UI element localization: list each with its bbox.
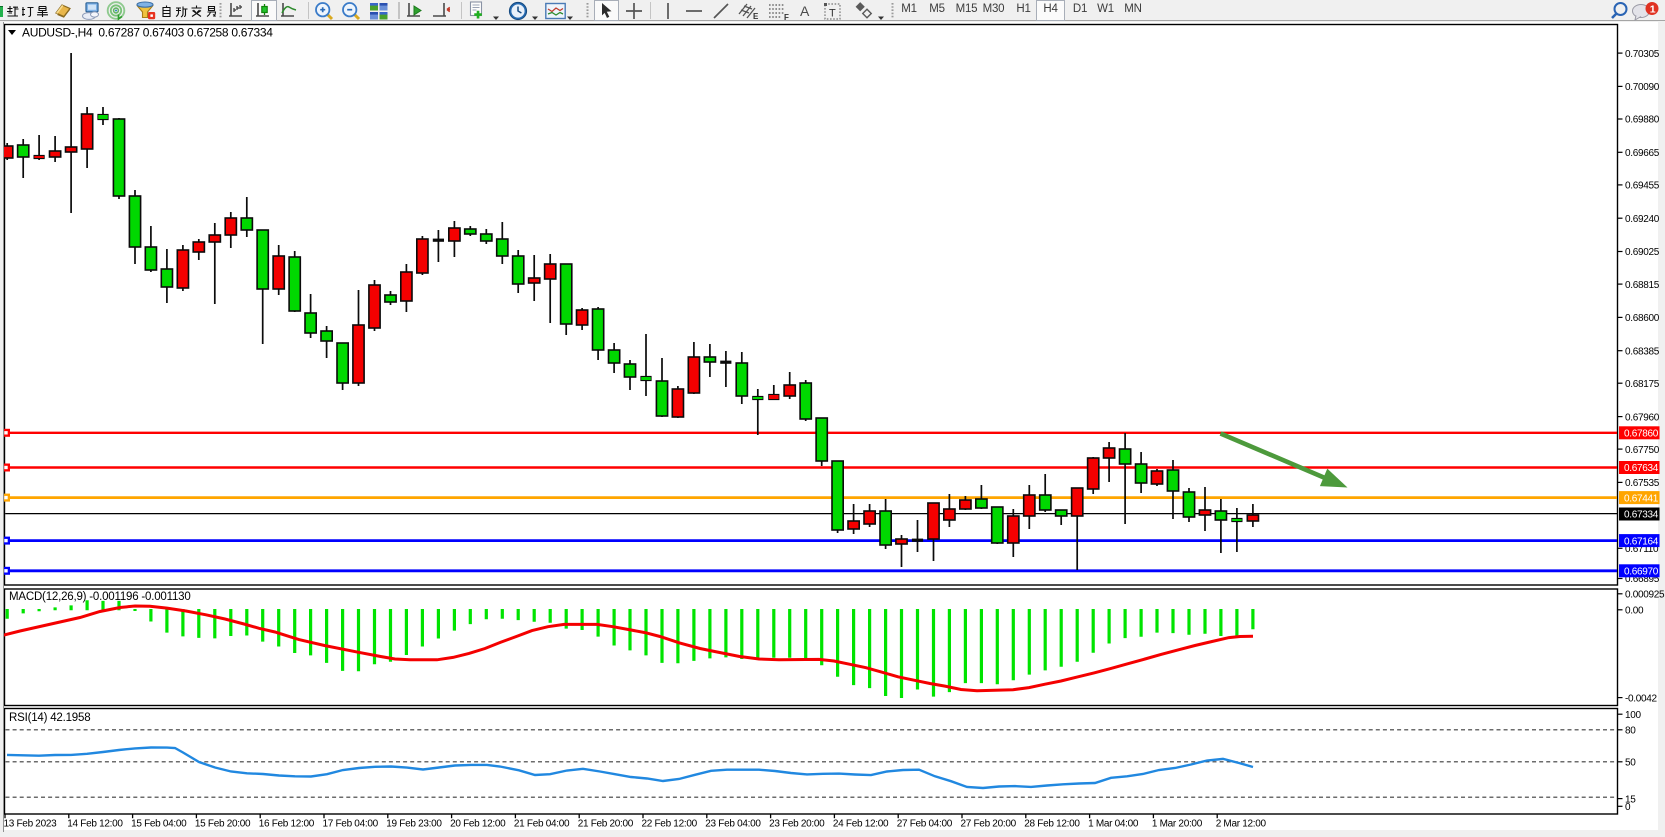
svg-text:15 Feb 20:00: 15 Feb 20:00 xyxy=(195,819,251,830)
svg-text:15 Feb 04:00: 15 Feb 04:00 xyxy=(131,819,187,830)
svg-text:0.67535: 0.67535 xyxy=(1625,478,1660,489)
svg-text:0.70090: 0.70090 xyxy=(1625,82,1660,93)
svg-text:F: F xyxy=(784,13,789,21)
svg-text:21 Feb 04:00: 21 Feb 04:00 xyxy=(514,819,570,830)
svg-text:0.69455: 0.69455 xyxy=(1625,181,1660,192)
svg-text:MACD(12,26,9) -0.001196 -0.001: MACD(12,26,9) -0.001196 -0.001130 xyxy=(9,591,191,603)
svg-text:0.68600: 0.68600 xyxy=(1625,313,1660,324)
svg-text:1 Mar 04:00: 1 Mar 04:00 xyxy=(1088,819,1139,830)
svg-text:13 Feb 2023: 13 Feb 2023 xyxy=(4,819,58,830)
svg-text:0: 0 xyxy=(1625,802,1631,813)
svg-text:0.67860: 0.67860 xyxy=(1624,429,1659,440)
svg-text:27 Feb 20:00: 27 Feb 20:00 xyxy=(961,819,1017,830)
svg-text:15: 15 xyxy=(1625,794,1636,805)
svg-text:28 Feb 12:00: 28 Feb 12:00 xyxy=(1024,819,1080,830)
svg-text:1: 1 xyxy=(1650,3,1656,15)
svg-text:50: 50 xyxy=(1625,758,1636,769)
svg-text:0.67960: 0.67960 xyxy=(1625,412,1660,423)
svg-text:19 Feb 23:00: 19 Feb 23:00 xyxy=(386,819,442,830)
svg-text:0.66895: 0.66895 xyxy=(1625,574,1660,585)
svg-text:0.67164: 0.67164 xyxy=(1624,536,1659,547)
svg-text:0.67634: 0.67634 xyxy=(1624,463,1659,474)
svg-text:2 Mar 12:00: 2 Mar 12:00 xyxy=(1216,819,1267,830)
svg-text:0.68175: 0.68175 xyxy=(1625,379,1660,390)
svg-text:0.70305: 0.70305 xyxy=(1625,49,1660,60)
svg-text:AUDUSD-,H4 0.67287 0.67403 0.: AUDUSD-,H4 0.67287 0.67403 0.67258 0.673… xyxy=(22,26,273,40)
svg-text:23 Feb 04:00: 23 Feb 04:00 xyxy=(705,819,761,830)
svg-text:-0.0042: -0.0042 xyxy=(1625,693,1658,704)
svg-text:100: 100 xyxy=(1625,710,1642,721)
svg-text:0.69240: 0.69240 xyxy=(1625,214,1660,225)
svg-text:0.67441: 0.67441 xyxy=(1624,493,1659,504)
svg-text:0.69880: 0.69880 xyxy=(1625,115,1660,126)
svg-text:0.69025: 0.69025 xyxy=(1625,247,1660,258)
svg-text:0.67110: 0.67110 xyxy=(1625,544,1659,555)
svg-text:0.67334: 0.67334 xyxy=(1624,510,1659,521)
svg-text:27 Feb 04:00: 27 Feb 04:00 xyxy=(897,819,953,830)
svg-text:80: 80 xyxy=(1625,726,1636,737)
svg-text:E: E xyxy=(753,12,759,21)
svg-text:23 Feb 20:00: 23 Feb 20:00 xyxy=(769,819,825,830)
svg-text:1 Mar 20:00: 1 Mar 20:00 xyxy=(1152,819,1203,830)
svg-text:17 Feb 04:00: 17 Feb 04:00 xyxy=(323,819,379,830)
svg-text:20 Feb 12:00: 20 Feb 12:00 xyxy=(450,819,506,830)
svg-text:0.68385: 0.68385 xyxy=(1625,346,1660,357)
svg-text:14 Feb 12:00: 14 Feb 12:00 xyxy=(67,819,123,830)
svg-text:0.68815: 0.68815 xyxy=(1625,280,1660,291)
svg-text:T: T xyxy=(829,8,836,20)
svg-text:0.00: 0.00 xyxy=(1625,606,1644,617)
svg-text:RSI(14) 42.1958: RSI(14) 42.1958 xyxy=(9,712,90,724)
svg-text:0.69665: 0.69665 xyxy=(1625,148,1660,159)
svg-text:22 Feb 12:00: 22 Feb 12:00 xyxy=(642,819,698,830)
svg-text:0.66970: 0.66970 xyxy=(1624,567,1659,578)
svg-text:24 Feb 12:00: 24 Feb 12:00 xyxy=(833,819,889,830)
svg-text:21 Feb 20:00: 21 Feb 20:00 xyxy=(578,819,634,830)
svg-text:0.67750: 0.67750 xyxy=(1625,445,1660,456)
svg-text:0.000925: 0.000925 xyxy=(1625,590,1665,601)
svg-text:16 Feb 12:00: 16 Feb 12:00 xyxy=(259,819,315,830)
